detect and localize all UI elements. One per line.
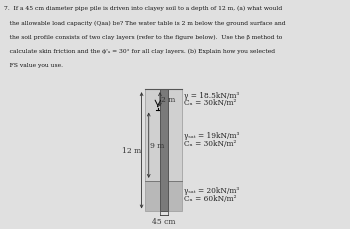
Text: 7.  If a 45 cm diameter pipe pile is driven into clayey soil to a depth of 12 m,: 7. If a 45 cm diameter pipe pile is driv… <box>4 6 282 11</box>
Text: 9 m: 9 m <box>149 142 164 150</box>
Text: the soil profile consists of two clay layers (refer to the figure below).  Use t: the soil profile consists of two clay la… <box>4 35 282 40</box>
Bar <box>160 90 168 212</box>
Text: Cₙ = 30kN/m²: Cₙ = 30kN/m² <box>184 139 236 147</box>
Bar <box>145 90 182 181</box>
Text: Cₙ = 60kN/m²: Cₙ = 60kN/m² <box>184 194 236 202</box>
Text: γₛₐₜ = 19kN/m³: γₛₐₜ = 19kN/m³ <box>184 131 239 139</box>
Text: the allowable load capacity (Qaa) be? The water table is 2 m below the ground su: the allowable load capacity (Qaa) be? Th… <box>4 21 286 26</box>
Text: 45 cm: 45 cm <box>153 217 176 225</box>
Text: γₛₐₜ = 20kN/m³: γₛₐₜ = 20kN/m³ <box>184 186 239 194</box>
Text: 2 m: 2 m <box>161 96 175 104</box>
Text: γ = 18.5kN/m³: γ = 18.5kN/m³ <box>184 91 239 99</box>
Text: calculate skin friction and the ϕ'ₐ = 30° for all clay layers. (b) Explain how y: calculate skin friction and the ϕ'ₐ = 30… <box>4 49 275 54</box>
Text: Cₙ = 30kN/m²: Cₙ = 30kN/m² <box>184 98 236 106</box>
Bar <box>145 181 182 212</box>
Text: 12 m: 12 m <box>121 147 141 155</box>
Text: FS value you use.: FS value you use. <box>4 63 63 68</box>
